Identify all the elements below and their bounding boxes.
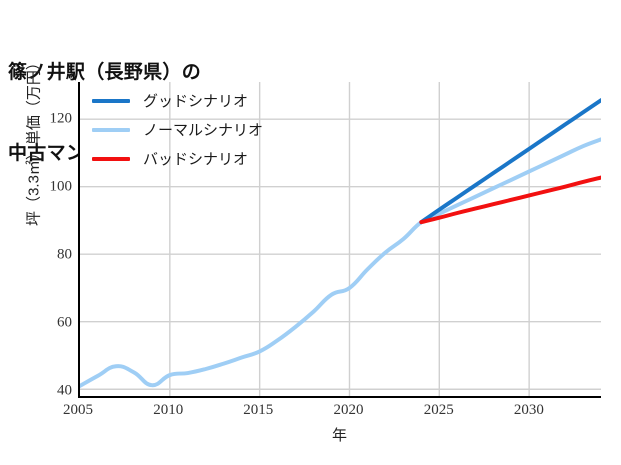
x-axis-tick-label: 2025	[423, 402, 454, 418]
series-layer	[80, 98, 601, 388]
x-axis-tick-labels: 2005 2010 2015 2020 2025 2030	[63, 402, 601, 424]
legend-item-label: バッドシナリオ	[143, 150, 249, 168]
legend-swatch-good	[92, 99, 130, 103]
plot-area	[78, 82, 601, 398]
y-axis-tick-label: 40	[57, 382, 72, 399]
x-axis-tick-label: 2005	[63, 402, 93, 418]
series-line	[80, 137, 601, 388]
y-axis-title: 坪（3.3㎡）単価（万円）	[25, 55, 43, 226]
legend-item[interactable]: ノーマルシナリオ	[92, 121, 263, 139]
grid-layer	[80, 82, 601, 396]
y-axis-tick-label: 100	[49, 178, 73, 195]
legend-item-label: ノーマルシナリオ	[143, 121, 264, 139]
legend-swatch-normal	[92, 128, 130, 132]
legend-item[interactable]: グッドシナリオ	[92, 92, 263, 110]
x-axis-tick-label: 2020	[333, 402, 364, 418]
legend-swatch-bad	[92, 157, 130, 161]
series-line	[419, 175, 601, 225]
series-line	[419, 98, 601, 225]
legend-item-label: グッドシナリオ	[143, 92, 249, 110]
y-axis-tick-label: 80	[57, 246, 72, 263]
plot-inner	[80, 82, 601, 396]
x-axis-tick-label: 2010	[153, 402, 184, 418]
x-axis-tick-label: 2030	[513, 402, 544, 418]
chart-title-line-1: 篠ノ井駅（長野県）の	[8, 61, 202, 83]
legend-item[interactable]: バッドシナリオ	[92, 150, 263, 168]
y-axis-tick-label: 60	[57, 314, 72, 331]
y-axis-tick-labels: 40 60 80 100 120	[26, 82, 73, 399]
x-axis-title: 年	[331, 427, 347, 444]
y-axis-tick-label: 120	[49, 110, 73, 127]
x-axis-tick-label: 2015	[243, 402, 274, 418]
chart-legend: グッドシナリオ ノーマルシナリオ バッドシナリオ	[92, 92, 263, 168]
